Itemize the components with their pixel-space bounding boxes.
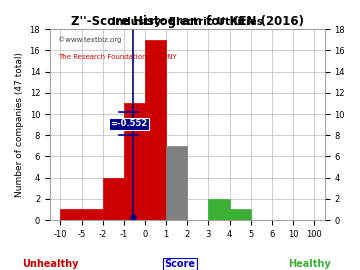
Bar <box>103 178 124 220</box>
Title: Z''-Score Histogram for KEN (2016): Z''-Score Histogram for KEN (2016) <box>71 15 304 28</box>
Text: ©www.textbiz.org: ©www.textbiz.org <box>58 37 122 43</box>
Y-axis label: Number of companies (47 total): Number of companies (47 total) <box>15 52 24 197</box>
Bar <box>124 103 145 220</box>
Text: =-0.552: =-0.552 <box>111 119 148 128</box>
Bar <box>230 210 251 220</box>
Text: The Research Foundation of SUNY: The Research Foundation of SUNY <box>58 54 177 60</box>
Bar <box>82 210 103 220</box>
Text: Unhealthy: Unhealthy <box>22 259 78 269</box>
Text: Industry: Electric Utilities: Industry: Electric Utilities <box>112 17 263 27</box>
Text: Healthy: Healthy <box>288 259 331 269</box>
Bar <box>166 146 187 220</box>
Text: Score: Score <box>165 259 195 269</box>
Bar <box>208 199 230 220</box>
Bar <box>145 40 166 220</box>
Bar <box>60 210 82 220</box>
